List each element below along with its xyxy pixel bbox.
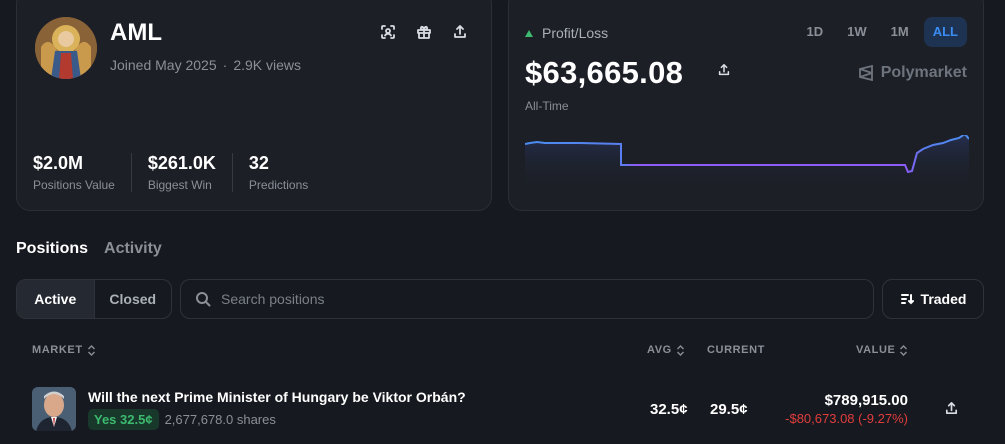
range-tab-1d[interactable]: 1D <box>806 24 824 39</box>
polymarket-logo-icon <box>858 64 873 82</box>
filter-closed[interactable]: Closed <box>109 291 157 307</box>
search-icon <box>196 292 211 307</box>
search-box <box>180 279 874 319</box>
tab-activity[interactable]: Activity <box>104 240 162 257</box>
header-label: CURRENT <box>707 344 765 356</box>
tab-positions[interactable]: Positions <box>16 240 89 257</box>
pnl-card: Profit/Loss 1D 1W 1M ALL $63,665.08 All-… <box>508 0 984 211</box>
pnl-chart-area <box>525 135 969 191</box>
avg-price: 32.5¢ <box>650 401 688 418</box>
header-label: MARKET <box>32 344 83 356</box>
share-icon[interactable] <box>450 22 470 42</box>
position-value: $789,915.00 <box>824 392 908 409</box>
filter-active[interactable]: Active <box>17 280 95 318</box>
profile-stats: $2.0M Positions Value $261.0K Biggest Wi… <box>33 153 340 192</box>
profile-card: AML Joined May 2025 · 2.9K views $2.0M Pos… <box>16 0 492 211</box>
column-header-current: CURRENT <box>707 344 765 356</box>
view-count: 2.9K views <box>233 57 302 73</box>
header-label: AVG <box>647 344 672 356</box>
pnl-sublabel: All-Time <box>525 99 569 113</box>
range-tab-all[interactable]: ALL <box>923 17 967 47</box>
separator-dot: · <box>222 57 228 73</box>
joined-date: Joined May 2025 <box>110 57 217 73</box>
sort-icon <box>900 294 914 305</box>
current-price: 29.5¢ <box>710 401 748 418</box>
pnl-label: Profit/Loss <box>525 25 608 41</box>
stat-value: $261.0K <box>147 153 216 173</box>
brand: Polymarket <box>857 64 967 82</box>
column-header-avg[interactable]: AVG <box>647 344 685 356</box>
scan-icon[interactable] <box>378 22 398 42</box>
position-meta: Yes 32.5¢ 2,677,678.0 shares <box>88 409 276 430</box>
stat-value: 32 <box>248 153 269 173</box>
stat-biggest-win: $261.0K Biggest Win <box>148 153 233 192</box>
sort-label: Traded <box>920 291 967 307</box>
gift-icon[interactable] <box>414 22 434 42</box>
stat-label: Predictions <box>248 178 309 192</box>
sort-button[interactable]: Traded <box>882 279 984 319</box>
avatar <box>35 17 97 79</box>
range-tab-1w[interactable]: 1W <box>847 24 867 39</box>
profile-meta: Joined May 2025 · 2.9K views <box>110 57 301 73</box>
pnl-value: $63,665.08 <box>525 55 684 90</box>
pnl-label-text: Profit/Loss <box>542 25 609 41</box>
stat-predictions: 32 Predictions <box>249 153 324 192</box>
status-filter: Active Closed <box>16 279 172 319</box>
stat-value: $2.0M <box>33 153 84 173</box>
stat-label: Biggest Win <box>147 178 212 192</box>
brand-name: Polymarket <box>880 64 967 81</box>
pnl-chart-line <box>525 135 969 174</box>
stat-positions-value: $2.0M Positions Value <box>33 153 132 192</box>
share-icon[interactable] <box>944 401 959 421</box>
column-header-market[interactable]: MARKET <box>32 344 96 356</box>
share-count: 2,677,678.0 shares <box>164 412 276 427</box>
sort-chevrons-icon <box>87 344 95 356</box>
market-thumbnail[interactable] <box>32 387 76 431</box>
header-label: VALUE <box>856 344 896 356</box>
sort-chevrons-icon <box>676 344 684 356</box>
search-input[interactable] <box>221 291 821 307</box>
range-tab-1m[interactable]: 1M <box>890 24 909 39</box>
outcome-badge: Yes 32.5¢ <box>88 409 159 430</box>
triangle-up-icon <box>525 29 533 37</box>
sort-chevrons-icon <box>900 344 908 356</box>
column-header-value[interactable]: VALUE <box>856 344 908 356</box>
stat-label: Positions Value <box>33 178 115 192</box>
main-tabs: Positions Activity <box>16 240 162 258</box>
position-pnl: -$80,673.08 (-9.27%) <box>785 411 908 426</box>
pnl-chart <box>525 135 969 191</box>
range-tabs: 1D 1W 1M ALL <box>798 17 967 47</box>
username: AML <box>110 19 162 46</box>
market-title[interactable]: Will the next Prime Minister of Hungary … <box>88 389 466 405</box>
share-icon[interactable] <box>717 63 731 82</box>
